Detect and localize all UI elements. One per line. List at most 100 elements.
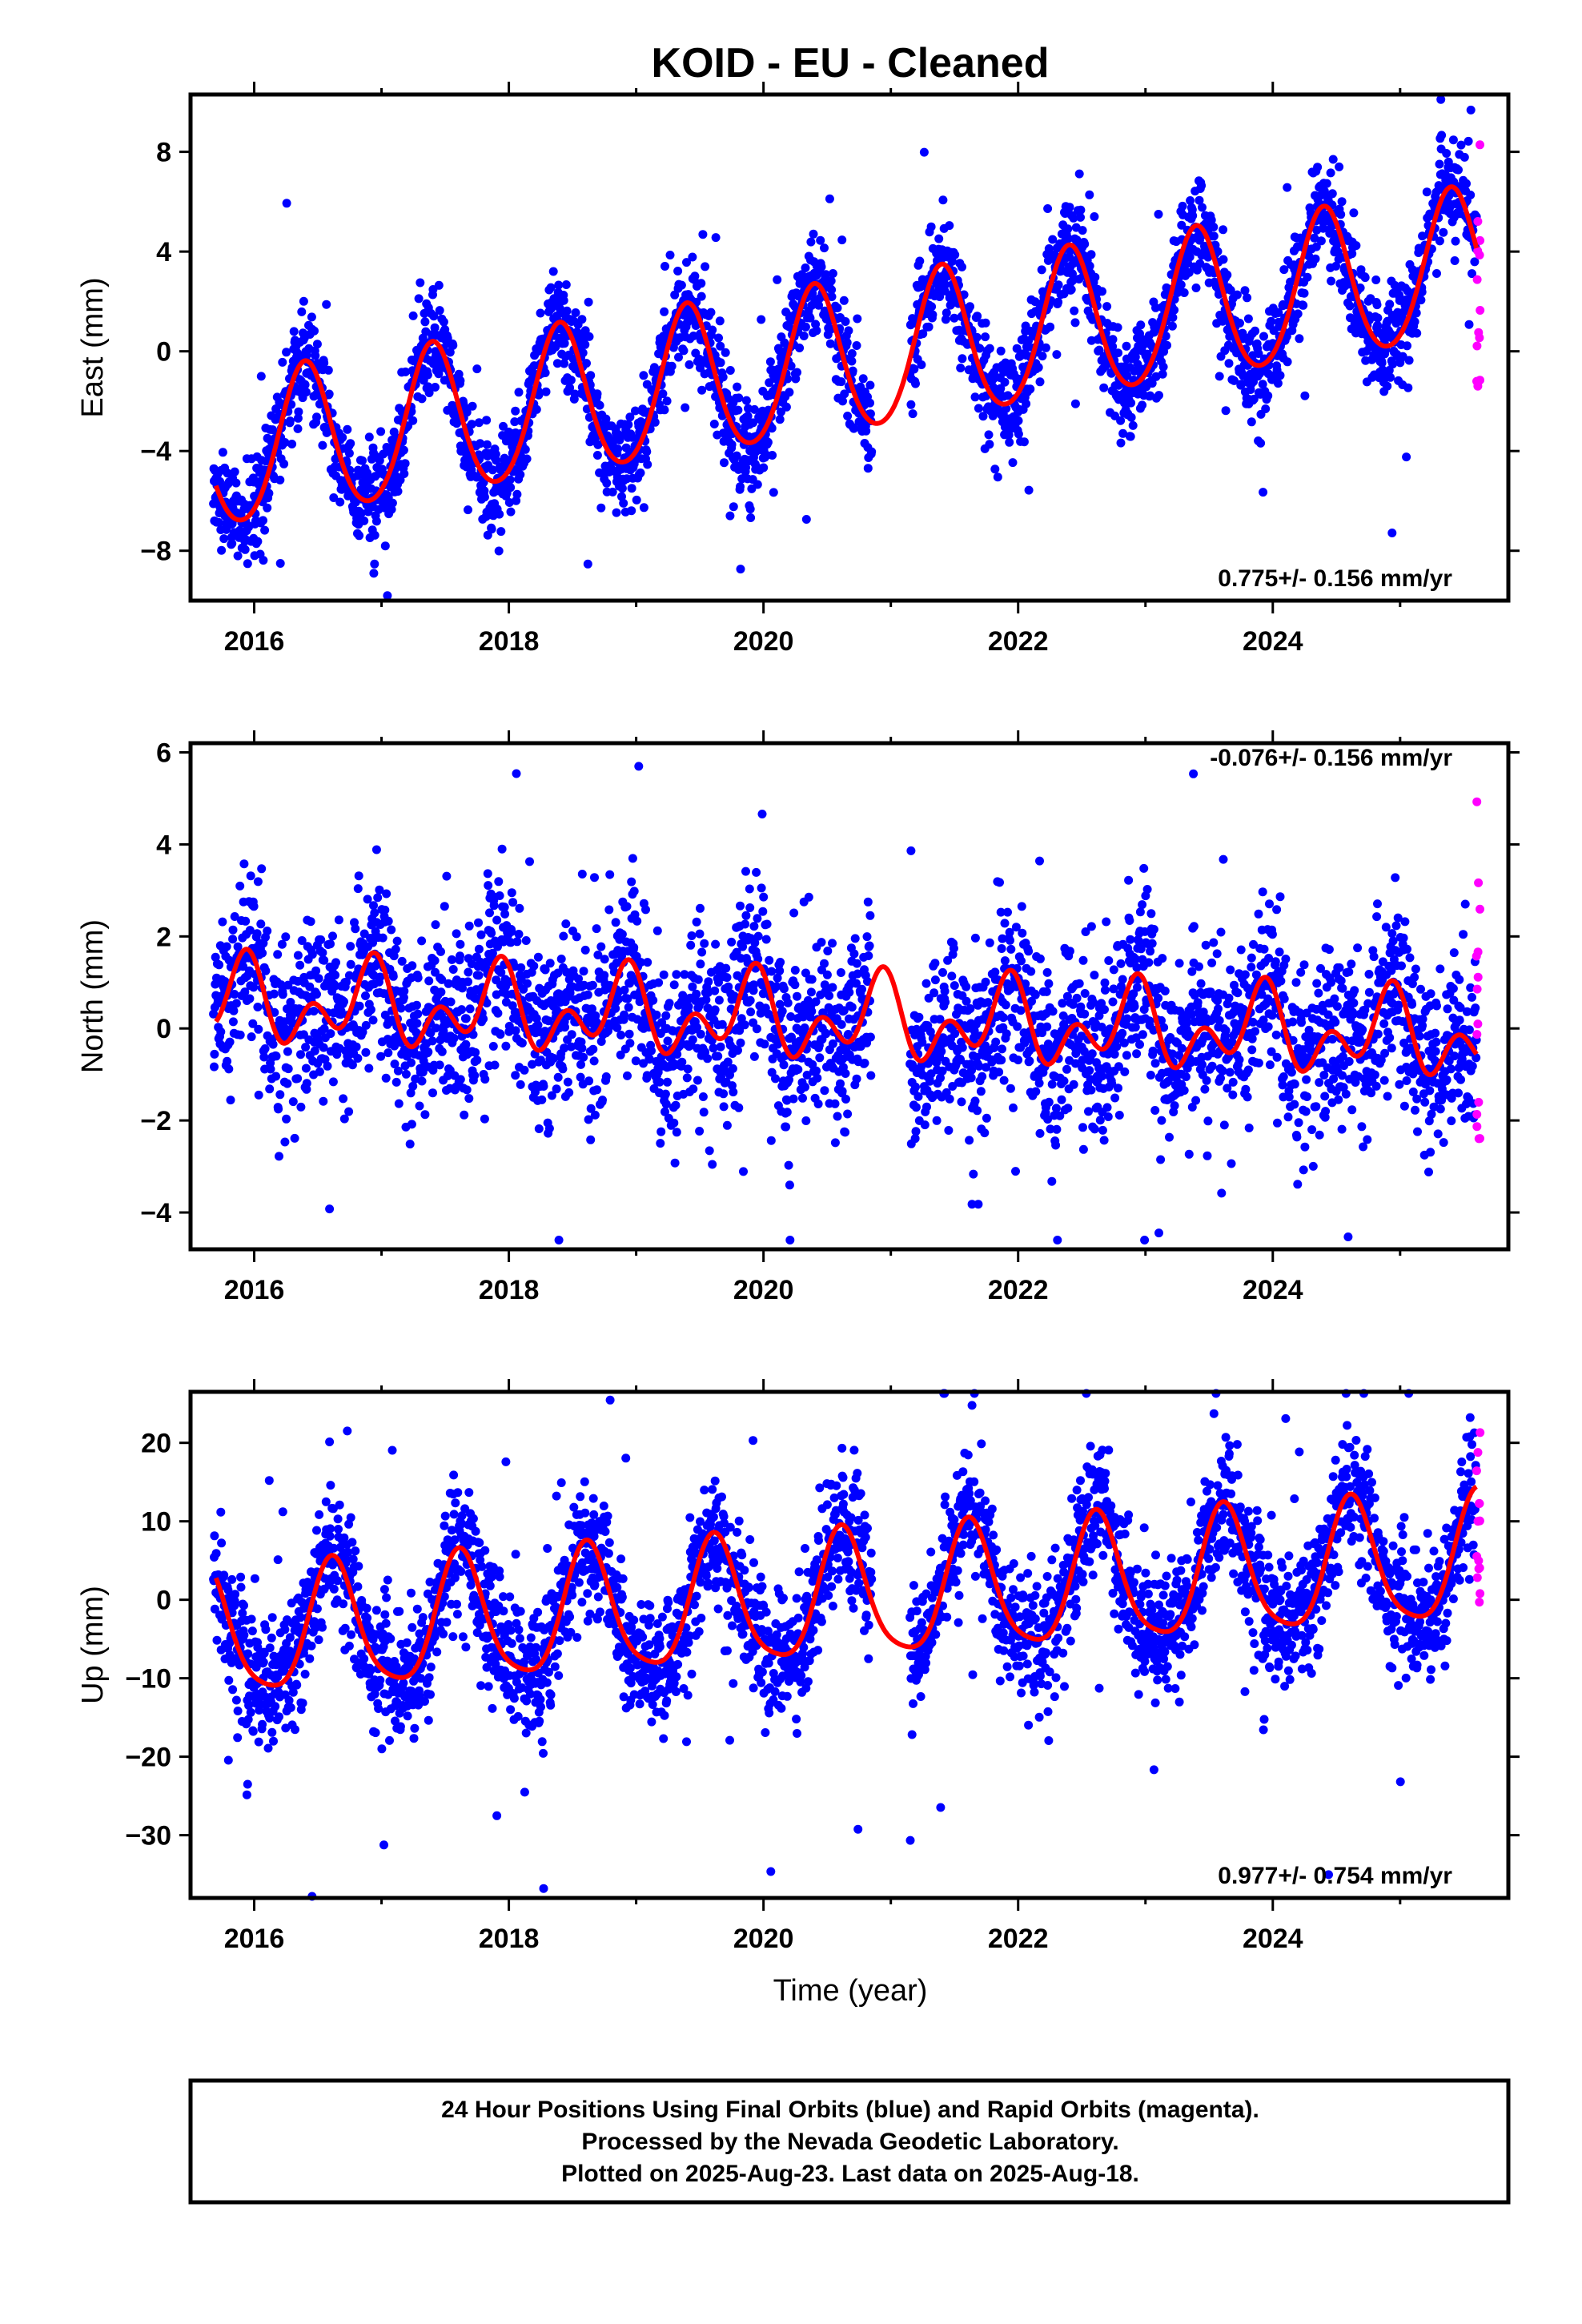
north-point-final xyxy=(210,1049,219,1059)
north-point-final xyxy=(472,1055,482,1065)
east-point-final xyxy=(307,312,316,322)
east-point-final xyxy=(801,263,810,272)
east-point-final xyxy=(1224,359,1234,368)
north-point-final xyxy=(656,1139,665,1148)
north-point-final xyxy=(497,844,507,854)
east-point-final xyxy=(1313,163,1323,172)
north-point-final xyxy=(766,1136,776,1145)
east-point-final xyxy=(1337,197,1347,207)
north-point-final xyxy=(258,948,267,958)
north-point-final xyxy=(391,944,400,954)
north-point-final xyxy=(800,1023,809,1032)
north-point-final xyxy=(601,1072,611,1081)
east-ytick-label: 8 xyxy=(156,138,171,168)
north-point-final xyxy=(253,877,263,887)
east-point-final xyxy=(911,379,920,388)
north-point-final xyxy=(970,933,980,943)
north-point-final xyxy=(413,1009,423,1019)
east-point-final xyxy=(344,448,354,458)
east-point-final xyxy=(566,376,576,385)
east-point-final xyxy=(763,437,773,447)
north-point-final xyxy=(241,916,251,926)
east-point-final xyxy=(650,417,660,427)
north-point-final xyxy=(620,1010,628,1019)
north-point-final xyxy=(627,877,636,887)
east-point-final xyxy=(627,506,636,516)
east-point-final xyxy=(865,398,874,408)
east-point-final xyxy=(253,537,263,546)
east-point-final xyxy=(1209,223,1219,231)
east-point-final xyxy=(1243,314,1253,324)
east-point-final xyxy=(665,251,675,259)
north-point-final xyxy=(860,1059,869,1068)
north-point-final xyxy=(474,944,484,954)
east-point-final xyxy=(1412,328,1422,338)
east-point-final xyxy=(414,294,424,304)
north-point-final xyxy=(973,1106,982,1116)
north-point-final xyxy=(515,903,524,913)
north-point-final xyxy=(661,1089,670,1099)
east-point-final xyxy=(682,258,691,267)
east-point-final xyxy=(1303,272,1312,282)
north-point-final xyxy=(779,984,789,994)
east-point-final xyxy=(300,380,310,389)
east-point-final xyxy=(1432,269,1441,278)
east-point-final xyxy=(1219,225,1228,235)
north-point-final xyxy=(914,1012,924,1022)
north-point-final xyxy=(759,892,769,902)
east-point-final xyxy=(583,559,592,569)
north-point-final xyxy=(464,921,474,931)
east-point-final xyxy=(299,296,308,306)
east-point-final xyxy=(825,339,835,348)
east-point-final xyxy=(658,389,668,399)
north-point-final xyxy=(485,908,494,918)
east-point-final xyxy=(926,222,936,231)
north-point-final xyxy=(589,1056,599,1066)
north-point-final xyxy=(683,1064,693,1074)
north-point-final xyxy=(659,970,669,979)
east-point-final xyxy=(364,432,374,442)
north-point-final xyxy=(722,1120,732,1130)
north-point-final xyxy=(695,929,705,939)
east-point-final xyxy=(950,250,960,259)
east-point-final xyxy=(786,361,796,371)
north-point-final xyxy=(371,845,381,854)
north-point-final xyxy=(283,1064,293,1074)
north-point-final xyxy=(833,1112,842,1121)
north-point-final xyxy=(761,935,771,944)
east-point-final xyxy=(837,235,847,245)
east-point-final xyxy=(264,489,274,498)
east-point-final xyxy=(346,439,355,448)
east-point-rapid xyxy=(1476,376,1484,385)
north-point-final xyxy=(586,1135,596,1144)
north-point-final xyxy=(828,939,837,948)
north-point-final xyxy=(424,976,434,986)
east-point-final xyxy=(833,304,842,312)
east-point-final xyxy=(935,292,945,301)
east-point-final xyxy=(624,420,633,429)
east-point-final xyxy=(743,412,753,421)
east-point-final xyxy=(1102,302,1112,312)
north-point-final xyxy=(545,959,555,968)
north-point-final xyxy=(672,1128,681,1137)
east-point-final xyxy=(1198,203,1207,212)
north-point-final xyxy=(559,931,568,941)
east-point-final xyxy=(310,326,319,336)
north-point-final xyxy=(552,1084,561,1094)
north-point-final xyxy=(442,871,452,881)
east-point-final xyxy=(480,486,489,496)
east-point-final xyxy=(906,400,916,409)
east-point-final xyxy=(301,388,311,397)
east-point-final xyxy=(973,312,982,321)
north-point-final xyxy=(507,888,516,898)
east-point-final xyxy=(917,360,926,369)
north-point-final xyxy=(945,1094,954,1104)
north-point-final xyxy=(271,1072,281,1081)
east-point-final xyxy=(462,408,472,417)
north-point-final xyxy=(849,949,859,959)
east-point-final xyxy=(1170,305,1179,315)
east-point-final xyxy=(617,492,626,501)
east-point-final xyxy=(1261,404,1271,413)
east-point-final xyxy=(1422,187,1431,197)
east-point-final xyxy=(613,444,623,454)
